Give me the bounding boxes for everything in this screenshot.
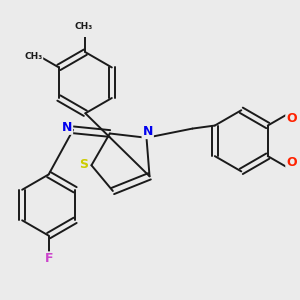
Text: N: N (62, 121, 72, 134)
Text: F: F (44, 252, 53, 266)
Text: S: S (80, 158, 88, 171)
Text: CH₃: CH₃ (24, 52, 43, 61)
Text: O: O (286, 156, 297, 169)
Text: CH₃: CH₃ (75, 22, 93, 31)
Text: N: N (142, 125, 153, 138)
Text: O: O (286, 112, 297, 125)
